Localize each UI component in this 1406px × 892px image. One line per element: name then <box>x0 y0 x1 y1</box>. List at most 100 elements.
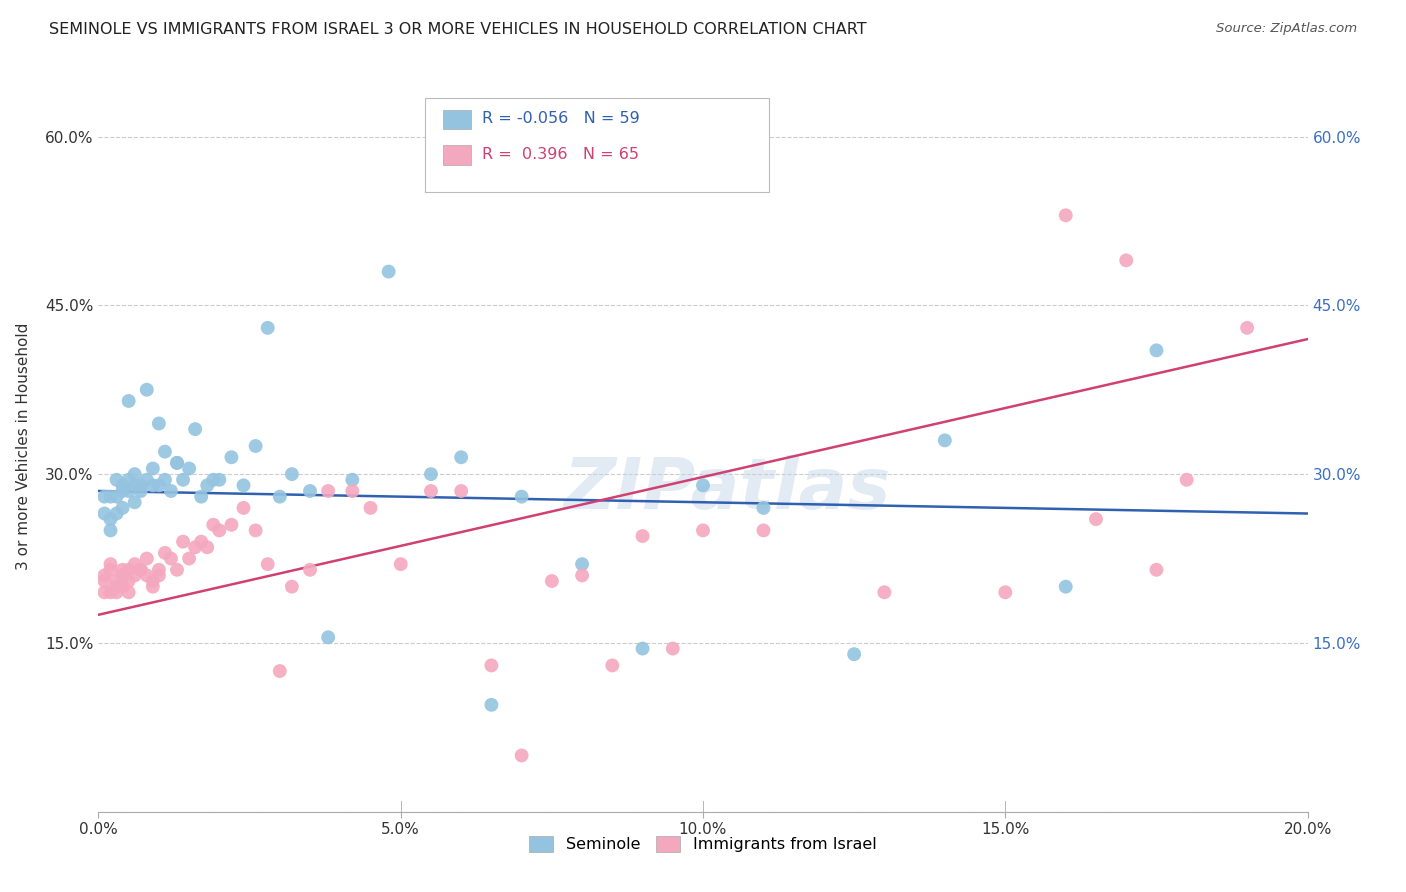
Point <box>299 483 322 498</box>
Point <box>256 321 278 335</box>
Point <box>316 630 339 644</box>
Point <box>420 467 443 482</box>
Point <box>93 568 115 582</box>
Point <box>118 585 141 599</box>
Point <box>111 483 134 498</box>
Point <box>179 551 201 566</box>
Point <box>153 546 176 560</box>
Point <box>105 580 128 594</box>
Point <box>1236 321 1258 335</box>
Point <box>160 551 183 566</box>
Point <box>1115 253 1137 268</box>
Point <box>450 450 472 465</box>
Point <box>245 439 267 453</box>
Point <box>208 473 231 487</box>
Point <box>342 473 364 487</box>
Text: R = -0.056   N = 59: R = -0.056 N = 59 <box>482 112 640 126</box>
Point <box>245 524 267 538</box>
Point <box>118 563 141 577</box>
Point <box>124 568 146 582</box>
Point <box>118 394 141 409</box>
Point <box>142 574 165 588</box>
Point <box>256 557 278 571</box>
Point <box>1054 208 1077 222</box>
Point <box>129 563 152 577</box>
Point <box>1175 473 1198 487</box>
Point <box>631 529 654 543</box>
Point <box>481 698 503 712</box>
Point <box>202 473 225 487</box>
Point <box>232 478 254 492</box>
Point <box>172 473 194 487</box>
Point <box>93 585 115 599</box>
Point <box>118 473 141 487</box>
Point <box>111 563 134 577</box>
Point <box>148 563 170 577</box>
Point <box>752 524 775 538</box>
Point <box>510 748 533 763</box>
Point <box>195 541 218 555</box>
Y-axis label: 3 or more Vehicles in Household: 3 or more Vehicles in Household <box>17 322 31 570</box>
Point <box>692 478 714 492</box>
Point <box>389 557 412 571</box>
Point <box>124 495 146 509</box>
Point <box>142 580 165 594</box>
Point <box>148 478 170 492</box>
Point <box>1085 512 1108 526</box>
Point <box>360 500 382 515</box>
Point <box>129 478 152 492</box>
Point <box>1144 563 1167 577</box>
Point <box>124 557 146 571</box>
Point <box>100 524 122 538</box>
Point <box>135 568 157 582</box>
Point <box>844 647 866 661</box>
Text: R =  0.396   N = 65: R = 0.396 N = 65 <box>482 147 640 161</box>
Point <box>142 461 165 475</box>
Point <box>124 467 146 482</box>
Point <box>105 507 128 521</box>
Point <box>105 490 128 504</box>
Text: SEMINOLE VS IMMIGRANTS FROM ISRAEL 3 OR MORE VEHICLES IN HOUSEHOLD CORRELATION C: SEMINOLE VS IMMIGRANTS FROM ISRAEL 3 OR … <box>49 22 868 37</box>
Point <box>100 563 122 577</box>
Point <box>129 483 152 498</box>
Point <box>105 473 128 487</box>
Point <box>1054 580 1077 594</box>
Point <box>111 478 134 492</box>
Point <box>153 444 176 458</box>
Point <box>142 478 165 492</box>
Point <box>111 580 134 594</box>
Point <box>195 478 218 492</box>
Text: ZIPatlas: ZIPatlas <box>564 456 891 524</box>
Point <box>232 500 254 515</box>
Point <box>135 551 157 566</box>
Point <box>93 507 115 521</box>
Point <box>661 641 683 656</box>
Point <box>160 483 183 498</box>
Point <box>571 557 593 571</box>
Point <box>269 664 291 678</box>
Point <box>420 483 443 498</box>
Point <box>873 585 896 599</box>
Point <box>221 517 243 532</box>
Point <box>93 490 115 504</box>
Point <box>934 434 956 448</box>
Point <box>129 563 152 577</box>
Point <box>202 517 225 532</box>
Point <box>281 467 304 482</box>
Point <box>631 641 654 656</box>
Point <box>166 456 188 470</box>
Point <box>190 534 212 549</box>
Point <box>179 461 201 475</box>
Legend: Seminole, Immigrants from Israel: Seminole, Immigrants from Israel <box>523 830 883 859</box>
Point <box>377 264 399 278</box>
Point <box>135 473 157 487</box>
Point <box>510 490 533 504</box>
Point <box>100 585 122 599</box>
Point <box>450 483 472 498</box>
Point <box>540 574 562 588</box>
Point <box>153 473 176 487</box>
Point <box>752 500 775 515</box>
Point <box>692 524 714 538</box>
Point <box>166 456 188 470</box>
Point <box>111 568 134 582</box>
